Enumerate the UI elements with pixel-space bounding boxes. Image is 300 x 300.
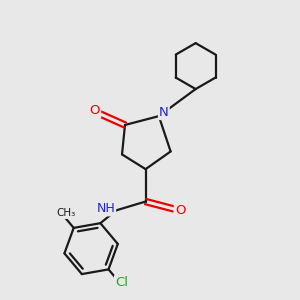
Text: N: N: [159, 106, 169, 119]
Text: NH: NH: [97, 202, 115, 215]
Text: Cl: Cl: [115, 276, 128, 289]
Text: O: O: [175, 204, 185, 217]
Text: CH₃: CH₃: [56, 208, 75, 218]
Text: O: O: [90, 104, 100, 117]
